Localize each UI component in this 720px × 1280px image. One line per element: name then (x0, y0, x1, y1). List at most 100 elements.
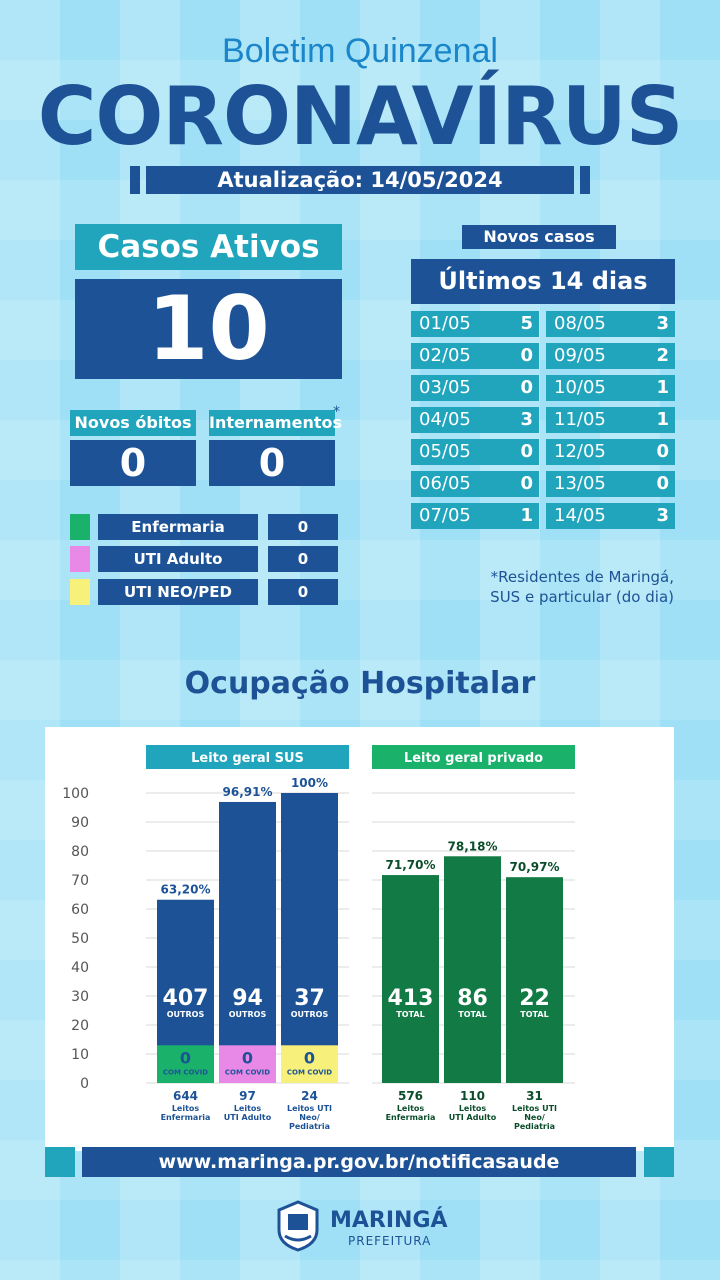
footnote-line: SUS e particular (do dia) (490, 588, 674, 606)
y-tick-label: 50 (71, 931, 89, 947)
update-bar-left-tick (130, 166, 140, 194)
group-title: Leito geral privado (404, 751, 543, 766)
group-title: Leito geral SUS (191, 751, 304, 766)
y-tick-label: 40 (71, 960, 89, 976)
legend-swatch (70, 546, 90, 572)
y-tick-label: 30 (71, 989, 89, 1005)
legend-value: 0 (268, 546, 338, 572)
day-date: 01/05 (419, 313, 471, 334)
category-label: UTI Adulto (224, 1113, 272, 1122)
chart-panel (45, 727, 674, 1151)
daily-cases-cell: 09/05 2 (546, 343, 675, 369)
category-label: Leitos (172, 1104, 200, 1113)
bulletin-subtitle: Boletim Quinzenal (222, 32, 498, 70)
day-date: 06/05 (419, 473, 471, 494)
footnote: *Residentes de Maringá, SUS e particular… (430, 567, 674, 607)
y-tick-label: 90 (71, 815, 89, 831)
percent-label: 78,18% (448, 839, 498, 853)
day-date: 10/05 (554, 377, 606, 398)
active-cases-value: 10 (75, 279, 342, 379)
count-value: 407 (163, 986, 209, 1011)
day-date: 12/05 (554, 441, 606, 462)
day-value: 1 (656, 409, 669, 430)
daily-cases-cell: 05/05 0 (411, 439, 539, 465)
day-value: 3 (656, 505, 669, 526)
new-deaths-value: 0 (70, 440, 196, 486)
update-bar-right-tick (580, 166, 590, 194)
count-value: 86 (457, 986, 488, 1011)
count-label: OUTROS (167, 1010, 205, 1019)
covid-label: COM COVID (163, 1068, 208, 1076)
update-date-bar: Atualização: 14/05/2024 (146, 166, 574, 194)
count-label: OUTROS (291, 1010, 329, 1019)
day-date: 04/05 (419, 409, 471, 430)
bulletin-title: CORONAVÍRUS (37, 70, 684, 163)
category-label: Leitos (234, 1104, 262, 1113)
legend-value: 0 (268, 514, 338, 540)
covid-segment (281, 1045, 338, 1083)
notification-url[interactable]: www.maringa.pr.gov.br/notificasaude (82, 1147, 636, 1177)
daily-cases-cell: 02/05 0 (411, 343, 539, 369)
footer-right-square (644, 1147, 674, 1177)
percent-label: 96,91% (223, 785, 273, 799)
daily-cases-cell: 12/05 0 (546, 439, 675, 465)
new-cases-label: Novos casos (462, 225, 616, 249)
day-value: 0 (520, 473, 533, 494)
hospitalizations-label: Internamentos (209, 410, 342, 436)
legend-row-uti-adulto: UTI Adulto 0 (70, 546, 338, 572)
count-value: 94 (232, 986, 263, 1011)
daily-cases-cell: 01/05 5 (411, 311, 539, 337)
day-value: 1 (520, 505, 533, 526)
percent-label: 70,97% (510, 860, 560, 874)
count-label: TOTAL (396, 1010, 424, 1019)
covid-count: 0 (304, 1048, 315, 1067)
percent-label: 63,20% (161, 883, 211, 897)
legend-label: UTI Adulto (98, 546, 258, 572)
day-value: 0 (520, 345, 533, 366)
y-tick-label: 70 (71, 873, 89, 889)
day-value: 0 (656, 441, 669, 462)
legend-row-uti-neo-ped: UTI NEO/PED 0 (70, 579, 338, 605)
category-label: Enfermaria (161, 1113, 211, 1122)
logo-subtitle: PREFEITURA (348, 1234, 432, 1248)
daily-cases-cell: 13/05 0 (546, 471, 675, 497)
category-label: Leitos (459, 1104, 487, 1113)
day-date: 02/05 (419, 345, 471, 366)
legend-value: 0 (268, 579, 338, 605)
percent-label: 71,70% (386, 858, 436, 872)
day-date: 05/05 (419, 441, 471, 462)
new-deaths-label: Novos óbitos (70, 410, 196, 436)
category-label: UTI Adulto (449, 1113, 497, 1122)
active-cases-label: Casos Ativos (75, 224, 342, 270)
day-value: 3 (656, 313, 669, 334)
category-label: Neo/ (524, 1113, 545, 1122)
y-tick-label: 0 (80, 1076, 89, 1092)
bar (281, 793, 338, 1083)
y-tick-label: 60 (71, 902, 89, 918)
covid-label: COM COVID (287, 1068, 332, 1076)
y-tick-label: 80 (71, 844, 89, 860)
day-date: 11/05 (554, 409, 606, 430)
count-label: TOTAL (458, 1010, 486, 1019)
day-date: 07/05 (419, 505, 471, 526)
daily-cases-cell: 14/05 3 (546, 503, 675, 529)
category-label: Enfermaria (386, 1113, 436, 1122)
legend-label: UTI NEO/PED (98, 579, 258, 605)
hospitalizations-footnote-mark: * (333, 404, 340, 420)
covid-segment (157, 1045, 214, 1083)
legend-label: Enfermaria (98, 514, 258, 540)
total-beds: 97 (239, 1089, 256, 1103)
bar (219, 801, 276, 1083)
covid-count: 0 (180, 1048, 191, 1067)
covid-count: 0 (242, 1048, 253, 1067)
daily-cases-cell: 11/05 1 (546, 407, 675, 433)
maringa-coat-of-arms-icon (277, 1200, 319, 1252)
total-beds: 644 (173, 1089, 198, 1103)
bar (382, 875, 439, 1083)
legend-row-enfermaria: Enfermaria 0 (70, 514, 338, 540)
covid-label: COM COVID (225, 1068, 270, 1076)
bar (444, 856, 501, 1083)
day-date: 09/05 (554, 345, 606, 366)
y-tick-label: 20 (71, 1018, 89, 1034)
